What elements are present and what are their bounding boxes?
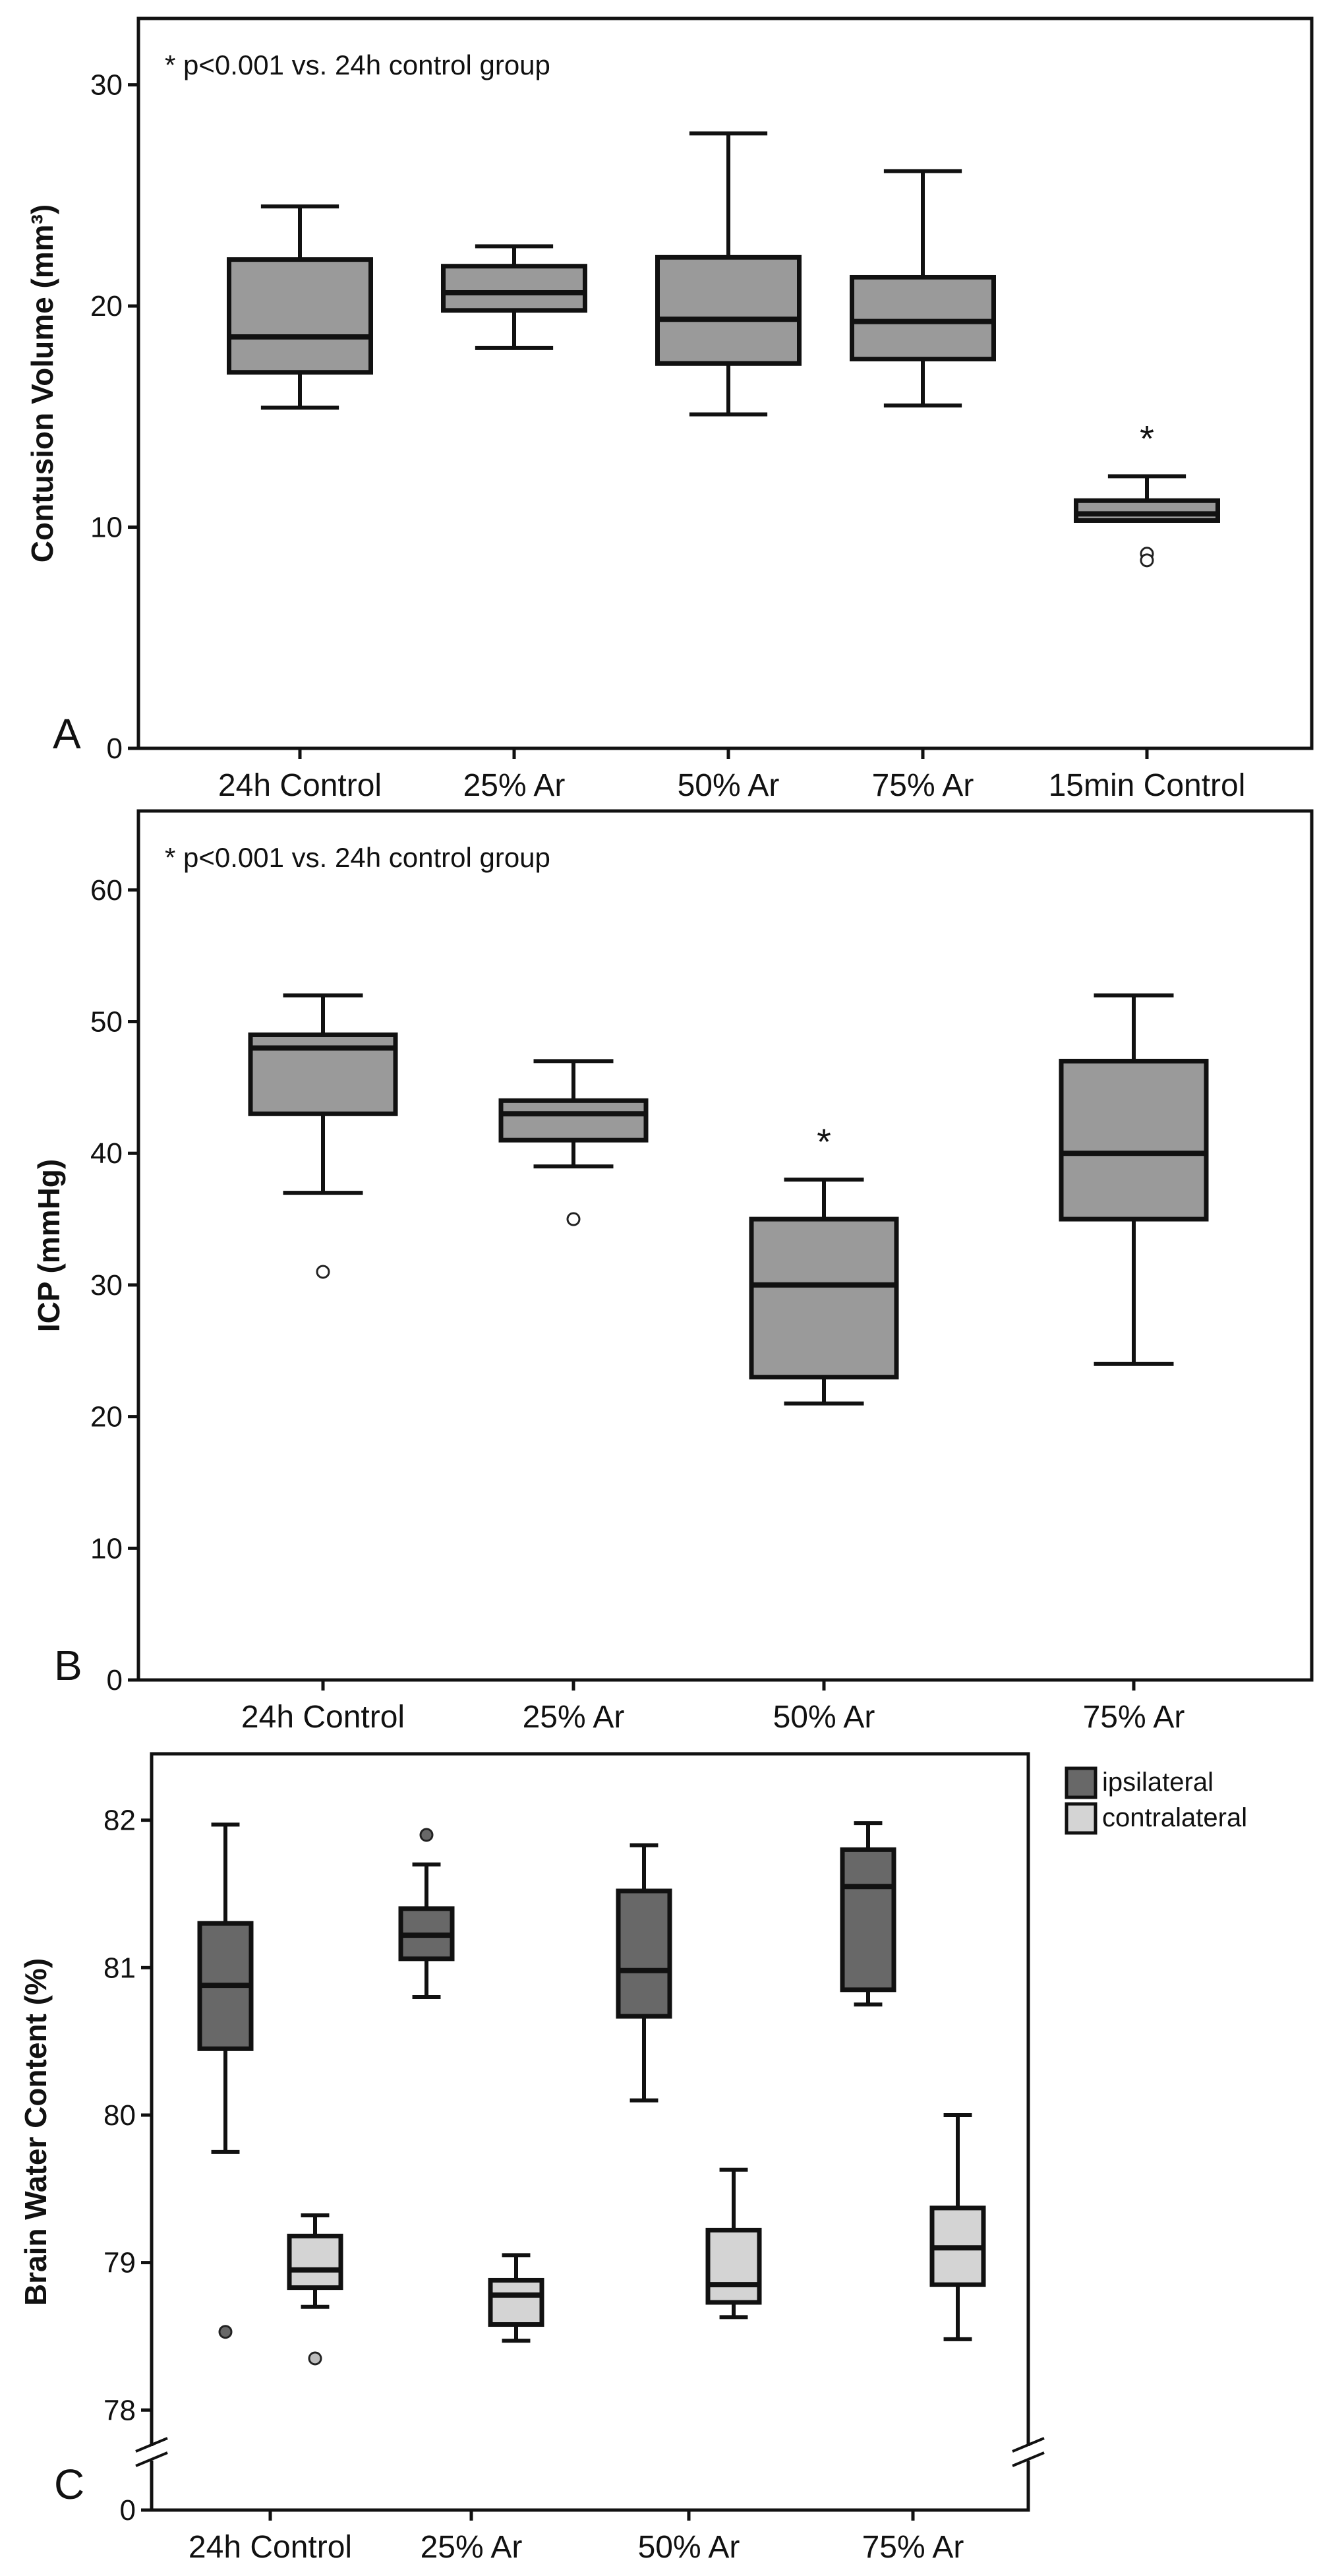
- axis-break: [135, 2437, 1045, 2467]
- axis-break-slash: [135, 2451, 168, 2467]
- outlier-point: [419, 1828, 434, 1842]
- box-2: *: [749, 1121, 899, 1406]
- y-axis-title: ICP (mmHg): [32, 1159, 66, 1332]
- y-tick-label: 10: [90, 512, 123, 544]
- box-iqr: [1074, 498, 1220, 523]
- box-iqr: [749, 1216, 899, 1380]
- significance-star: *: [1140, 417, 1154, 459]
- box-0: [227, 204, 373, 410]
- box-iqr: [287, 2233, 343, 2291]
- y-tick-label: 82: [103, 1805, 136, 1837]
- y-tick-label: 20: [90, 290, 123, 322]
- y-tick-label: 30: [90, 69, 123, 102]
- plot-frame: [150, 1752, 1030, 2512]
- box-1: [441, 244, 587, 350]
- box-0: [248, 993, 398, 1279]
- box-3: [1059, 993, 1209, 1366]
- ipsilateral-box-3: [840, 1821, 896, 2007]
- x-category-label: 75% Ar: [872, 768, 974, 803]
- y-tick-label: 0: [120, 2494, 136, 2527]
- panel-a: 0 10 20 30 24h Control 25% Ar 50% Ar 75% Ar 15mi…: [25, 16, 1314, 803]
- panel-letter: A: [53, 710, 81, 758]
- x-category-label: 25% Ar: [421, 2530, 523, 2565]
- x-category-label: 25% Ar: [523, 1700, 625, 1735]
- y-tick-label: 30: [90, 1269, 123, 1302]
- plot-frame: [136, 16, 1314, 750]
- x-category-label: 24h Control: [241, 1700, 405, 1735]
- box-iqr: [655, 255, 802, 366]
- panel-letter: B: [54, 1642, 82, 1689]
- outlier-point: [1140, 553, 1154, 568]
- plot-frame: [136, 809, 1314, 1682]
- ipsilateral-box-2: [616, 1843, 672, 2103]
- axis-break-slash: [1012, 2437, 1045, 2453]
- contralateral-box-2: [705, 2167, 762, 2320]
- x-category-label: 75% Ar: [1083, 1700, 1185, 1735]
- panel-c: 0 78 79 80 81 82 24h Control 25% Ar 50% Ar 75% Ar…: [18, 1752, 1247, 2565]
- significance-star: *: [817, 1121, 831, 1162]
- outlier-point: [218, 2325, 233, 2339]
- legend-swatch: [1065, 1766, 1098, 1799]
- box-iqr: [616, 1888, 672, 2019]
- y-tick-label: 0: [107, 1664, 123, 1696]
- contralateral-box-3: [929, 2112, 986, 2341]
- panel-b: 0 10 20 30 40 50 60 24h Control 25% Ar 50% Ar 75% …: [32, 809, 1314, 1735]
- legend: ipsilateral contralateral: [1065, 1766, 1247, 1835]
- x-category-label: 50% Ar: [678, 768, 780, 803]
- box-iqr: [441, 264, 587, 313]
- outlier-point: [566, 1212, 581, 1226]
- y-tick-label: 81: [103, 1952, 136, 1984]
- box-iqr: [705, 2227, 762, 2305]
- axis-break-slash: [1012, 2451, 1045, 2467]
- box-iqr: [227, 257, 373, 375]
- box-iqr: [840, 1847, 896, 1992]
- y-tick-label: 10: [90, 1532, 123, 1565]
- box-iqr: [850, 274, 996, 362]
- box-iqr: [498, 1098, 649, 1143]
- ipsilateral-box-1: [398, 1828, 455, 2000]
- y-axis-title: Contusion Volume (mm³): [25, 204, 59, 562]
- y-tick-label: 80: [103, 2099, 136, 2132]
- y-axis-title: Brain Water Content (%): [18, 1958, 53, 2306]
- significance-note: * p<0.001 vs. 24h control group: [165, 49, 550, 80]
- x-category-label: 50% Ar: [773, 1700, 875, 1735]
- y-tick-label: 0: [107, 733, 123, 765]
- x-category-label: 50% Ar: [638, 2530, 740, 2565]
- axis-break-slash: [135, 2437, 168, 2453]
- significance-note: * p<0.001 vs. 24h control group: [165, 842, 550, 873]
- y-tick-label: 78: [103, 2394, 136, 2426]
- box-4: *: [1074, 417, 1220, 568]
- legend-label: ipsilateral: [1102, 1768, 1214, 1797]
- legend-label: contralateral: [1102, 1803, 1247, 1832]
- panel-letter: C: [54, 2461, 84, 2508]
- x-category-label: 24h Control: [189, 2530, 352, 2565]
- y-tick-label: 20: [90, 1401, 123, 1433]
- outlier-point: [308, 2351, 322, 2366]
- y-tick-label: 60: [90, 874, 123, 907]
- legend-swatch: [1065, 1802, 1098, 1835]
- x-category-label: 15min Control: [1049, 768, 1246, 803]
- contralateral-box-1: [488, 2253, 544, 2343]
- box-iqr: [1059, 1058, 1209, 1222]
- box-iqr: [488, 2277, 544, 2327]
- x-category-label: 25% Ar: [463, 768, 566, 803]
- box-2: [655, 131, 802, 417]
- x-category-label: 24h Control: [218, 768, 382, 803]
- x-category-label: 75% Ar: [862, 2530, 964, 2565]
- box-1: [498, 1059, 649, 1226]
- y-tick-label: 79: [103, 2247, 136, 2279]
- y-tick-label: 50: [90, 1006, 123, 1038]
- outlier-point: [316, 1265, 330, 1279]
- box-3: [850, 169, 996, 408]
- ipsilateral-box-0: [197, 1822, 254, 2339]
- contralateral-box-0: [287, 2213, 343, 2366]
- y-tick-label: 40: [90, 1137, 123, 1170]
